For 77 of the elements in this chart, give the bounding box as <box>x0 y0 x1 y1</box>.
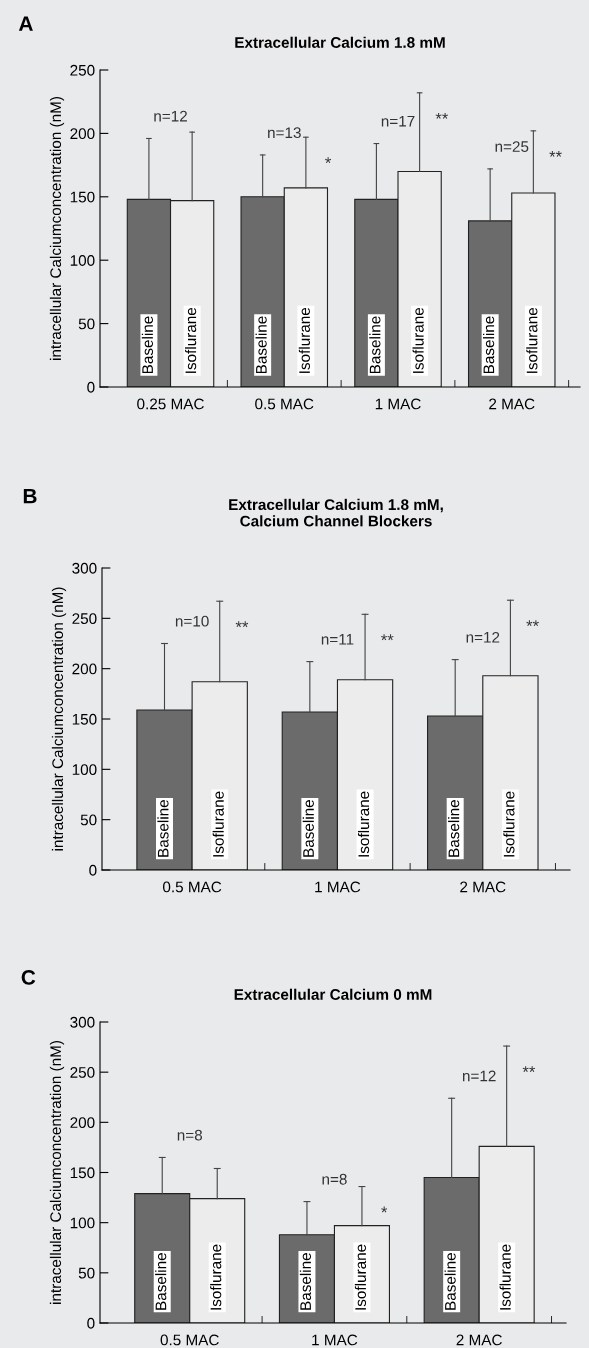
y-tick-label: 50 <box>78 318 95 330</box>
annotation: n=12 <box>154 110 187 122</box>
annotation: ** <box>381 634 394 641</box>
text: Baseline <box>369 316 381 374</box>
text: Isoflurane <box>354 1244 367 1310</box>
chart-title: Extracellular Calcium 1.8 mM, Calcium Channel Blockers <box>229 498 443 527</box>
text: Isoflurane <box>526 307 538 373</box>
series-label: Isoflurane <box>185 307 197 373</box>
text: Baseline <box>448 799 460 857</box>
x-tick-label: 1 MAC <box>312 1334 358 1346</box>
x-tick-label: 2 MAC <box>460 881 506 893</box>
annotation: n=8 <box>177 1129 203 1141</box>
y-tick-label: 150 <box>72 713 97 725</box>
annotation: n=12 <box>466 631 500 643</box>
annotation: ** <box>549 150 562 157</box>
annotation: n=11 <box>321 634 354 645</box>
y-tick-label: 150 <box>70 1167 95 1179</box>
y-axis-title: intracellular Calciumconcentration (nM) <box>49 1040 65 1304</box>
text: Baseline <box>444 1253 456 1310</box>
x-tick-label: 0.5 MAC <box>162 881 222 893</box>
y-tick-label: 250 <box>70 1067 95 1078</box>
y-tick-label: 200 <box>70 1117 95 1129</box>
x-tick-label: 0.5 MAC <box>255 398 314 410</box>
y-tick-label: 100 <box>70 1217 95 1229</box>
annotation: n=12 <box>462 1070 496 1082</box>
text: Baseline <box>302 799 314 857</box>
text: Isoflurane <box>412 307 424 373</box>
y-tick-label: 300 <box>72 562 97 574</box>
x-tick-label: 2 MAC <box>456 1334 502 1346</box>
y-tick-label: 100 <box>70 255 95 266</box>
x-tick-label: 0.25 MAC <box>137 398 204 410</box>
x-tick-label: 1 MAC <box>375 398 421 410</box>
y-tick-label: 0 <box>87 1317 95 1329</box>
text: Baseline <box>255 316 267 374</box>
series-label: Baseline <box>157 799 169 857</box>
annotation: ** <box>522 1066 536 1072</box>
y-tick-label: 0 <box>89 864 97 876</box>
chart-title: Extracellular Calcium 1.8 mM <box>235 36 445 48</box>
chart-title: Extracellular Calcium 0 mM <box>234 988 432 1000</box>
text: Baseline <box>299 1253 312 1310</box>
annotation: n=25 <box>495 141 529 152</box>
annotation: n=17 <box>381 115 415 127</box>
annotation: n=13 <box>268 127 301 139</box>
annotation: ** <box>235 621 249 628</box>
y-tick-label: 300 <box>70 1016 95 1028</box>
annotation: ** <box>526 620 539 627</box>
y-axis-title: intracellular Calciumconcentration (nM) <box>51 587 67 851</box>
annotation: * <box>325 157 332 164</box>
text: Isoflurane <box>357 791 370 857</box>
y-axis-title: intracellular Calciumconcentration (nM) <box>49 96 65 360</box>
y-tick-label: 50 <box>78 1267 95 1279</box>
y-tick-label: 250 <box>72 613 97 625</box>
annotation: n=10 <box>175 615 209 627</box>
x-tick-label: 2 MAC <box>489 398 535 410</box>
y-tick-label: 200 <box>72 663 97 675</box>
y-tick-label: 150 <box>70 191 95 203</box>
annotation: * <box>381 1206 388 1213</box>
text: A <box>18 16 33 31</box>
text: C <box>21 970 36 985</box>
y-tick-label: 50 <box>80 814 97 826</box>
text: Isoflurane <box>499 1244 511 1310</box>
series-label: Baseline <box>155 1253 167 1310</box>
y-tick-label: 0 <box>87 381 95 393</box>
x-tick-label: 0.5 MAC <box>160 1334 219 1346</box>
series-label: Baseline <box>141 316 154 374</box>
series-label: Isoflurane <box>212 791 224 857</box>
y-tick-label: 100 <box>72 764 97 776</box>
text: Isoflurane <box>503 791 515 857</box>
series-label: Isoflurane <box>210 1244 222 1310</box>
annotation: n=8 <box>322 1173 347 1185</box>
annotation: ** <box>435 112 449 119</box>
text: Isoflurane <box>298 307 310 373</box>
y-tick-label: 250 <box>70 64 95 76</box>
text: Baseline <box>483 316 495 374</box>
text: B <box>23 488 37 504</box>
y-tick-label: 200 <box>70 128 95 140</box>
x-tick-label: 1 MAC <box>315 881 361 893</box>
